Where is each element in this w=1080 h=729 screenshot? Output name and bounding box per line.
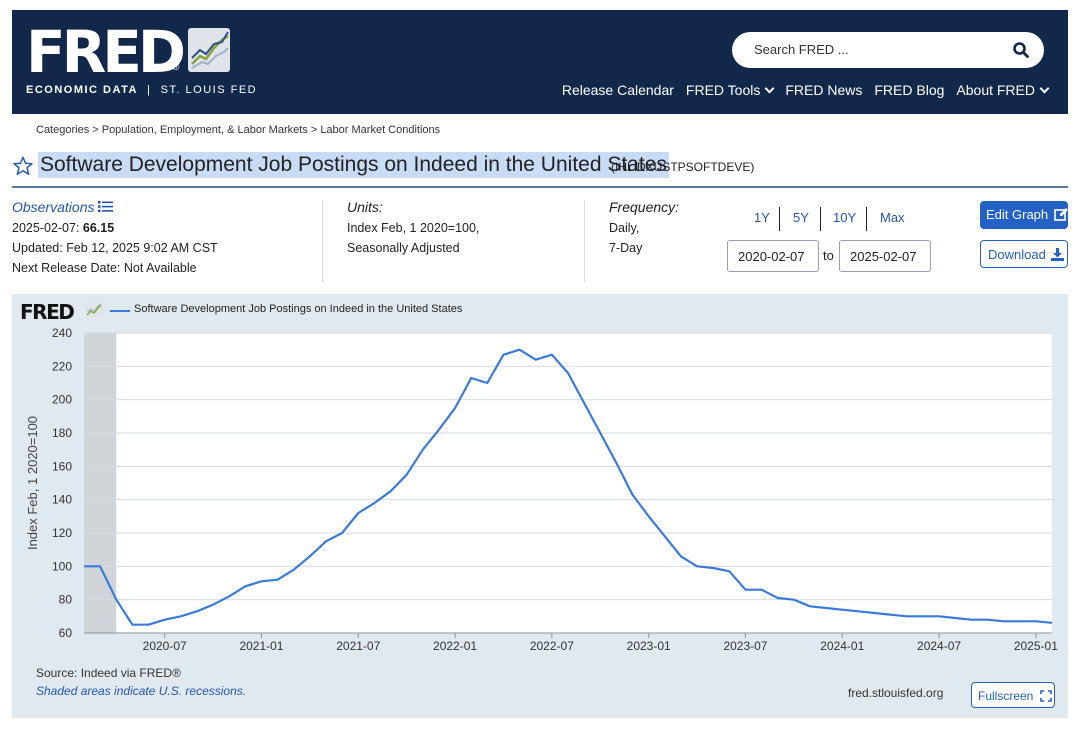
latest-observation: 2025-02-07: 66.15 — [12, 221, 115, 235]
nav-release-calendar[interactable]: Release Calendar — [561, 82, 674, 98]
frequency-line-2: 7-Day — [609, 241, 643, 255]
frequency-block: Frequency: Daily, 7-Day — [609, 197, 679, 258]
y-tick-label: 220 — [52, 359, 72, 373]
nav-about-fred[interactable]: About FRED — [956, 82, 1050, 98]
divider — [322, 200, 323, 282]
star-icon[interactable] — [12, 155, 34, 177]
source-text: Source: Indeed via FRED® — [36, 666, 181, 680]
fred-logo-chart-icon[interactable] — [188, 28, 230, 72]
search-placeholder: Search FRED ... — [754, 42, 849, 57]
units-line-1: Index Feb, 1 2020=100, — [347, 221, 480, 235]
x-tick-label: 2021-01 — [239, 639, 283, 653]
site-header: FRED ® ECONOMIC DATA | ST. LOUIS FED Sea… — [12, 10, 1068, 114]
line-chart[interactable]: 60 80 100 120 140 160 180 200 220 240 2020-07 2021-… — [12, 294, 1068, 664]
x-tick-label: 2023-07 — [723, 639, 767, 653]
recession-note[interactable]: Shaded areas indicate U.S. recessions. — [36, 684, 247, 698]
y-tick-label: 60 — [59, 626, 73, 640]
y-tick-label: 80 — [59, 593, 73, 607]
frequency-label: Frequency: — [609, 199, 680, 215]
x-tick-label: 2022-01 — [433, 639, 477, 653]
to-label: to — [823, 248, 834, 263]
y-axis-title: Index Feb, 1 2020=100 — [25, 416, 40, 550]
updated-text: Updated: Feb 12, 2025 9:02 AM CST — [12, 241, 218, 255]
x-tick-label: 2024-07 — [917, 639, 961, 653]
series-line — [84, 348, 1053, 626]
fullscreen-icon — [1039, 690, 1052, 702]
y-tick-label: 120 — [52, 526, 72, 540]
y-tick-label: 140 — [52, 493, 72, 507]
search-icon[interactable] — [1012, 41, 1030, 59]
list-icon[interactable] — [97, 200, 113, 213]
start-date-input[interactable]: 2020-02-07 — [727, 240, 819, 272]
site-url: fred.stlouisfed.org — [848, 686, 944, 700]
edit-icon — [1053, 208, 1068, 221]
range-5y[interactable]: 5Y — [793, 210, 809, 225]
end-date-input[interactable]: 2025-02-07 — [839, 240, 931, 272]
nav-fred-blog[interactable]: FRED Blog — [874, 82, 945, 98]
x-tick-label: 2021-07 — [336, 639, 380, 653]
next-release-text: Next Release Date: Not Available — [12, 261, 197, 275]
units-line-2: Seasonally Adjusted — [347, 241, 460, 255]
fred-logo[interactable]: FRED — [26, 18, 186, 86]
nav-fred-tools[interactable]: FRED Tools — [686, 82, 775, 98]
logo-registered: ® — [172, 62, 180, 73]
edit-graph-button[interactable]: Edit Graph — [980, 201, 1068, 229]
y-tick-label: 240 — [52, 326, 72, 340]
recession-shade — [84, 333, 117, 633]
units-block: Units: Index Feb, 1 2020=100, Seasonally… — [347, 197, 479, 258]
units-label: Units: — [347, 199, 383, 215]
y-tick-label: 100 — [52, 559, 72, 573]
logo-subtitle: ECONOMIC DATA | ST. LOUIS FED — [26, 84, 258, 96]
chart-panel: 60 80 100 120 140 160 180 200 220 240 2020-07 2021-… — [12, 294, 1068, 718]
x-tick-label: 2023-01 — [627, 639, 671, 653]
observations-link[interactable]: Observations — [12, 197, 218, 218]
download-button[interactable]: Download — [980, 240, 1068, 268]
x-tick-label: 2024-01 — [820, 639, 864, 653]
fred-logo-chart-icon — [86, 303, 102, 317]
nav-fred-news[interactable]: FRED News — [785, 82, 863, 98]
observations-block: Observations 2025-02-07: 66.15 Updated: … — [12, 197, 218, 278]
divider — [584, 200, 585, 282]
chevron-down-icon — [764, 83, 775, 94]
x-tick-label: 2025-01 — [1014, 639, 1058, 653]
range-10y[interactable]: 10Y — [833, 210, 857, 225]
page-title: Software Development Job Postings on Ind… — [38, 152, 669, 178]
divider — [779, 207, 780, 231]
divider — [12, 186, 1068, 188]
breadcrumb[interactable]: Categories > Population, Employment, & L… — [36, 124, 441, 136]
legend-swatch — [110, 310, 130, 312]
y-tick-label: 180 — [52, 426, 72, 440]
series-id: (IHLIDXUSTPSOFTDEVE) — [611, 160, 755, 174]
y-tick-label: 160 — [52, 459, 72, 473]
chart-fred-logo: FRED — [20, 300, 75, 324]
divider — [820, 207, 821, 231]
chevron-down-icon — [1039, 83, 1050, 94]
y-tick-label: 200 — [52, 393, 72, 407]
range-max[interactable]: Max — [880, 210, 905, 225]
range-1y[interactable]: 1Y — [754, 210, 770, 225]
plot-area — [84, 333, 1052, 633]
x-tick-label: 2022-07 — [530, 639, 574, 653]
divider — [866, 207, 867, 231]
frequency-line-1: Daily, — [609, 221, 640, 235]
download-icon — [1051, 248, 1065, 261]
main-nav: Release Calendar FRED Tools FRED News FR… — [561, 82, 1050, 98]
fullscreen-button[interactable]: Fullscreen — [971, 682, 1055, 708]
x-tick-label: 2020-07 — [143, 639, 187, 653]
legend-label: Software Development Job Postings on Ind… — [134, 303, 463, 315]
search-input[interactable]: Search FRED ... — [732, 32, 1044, 68]
